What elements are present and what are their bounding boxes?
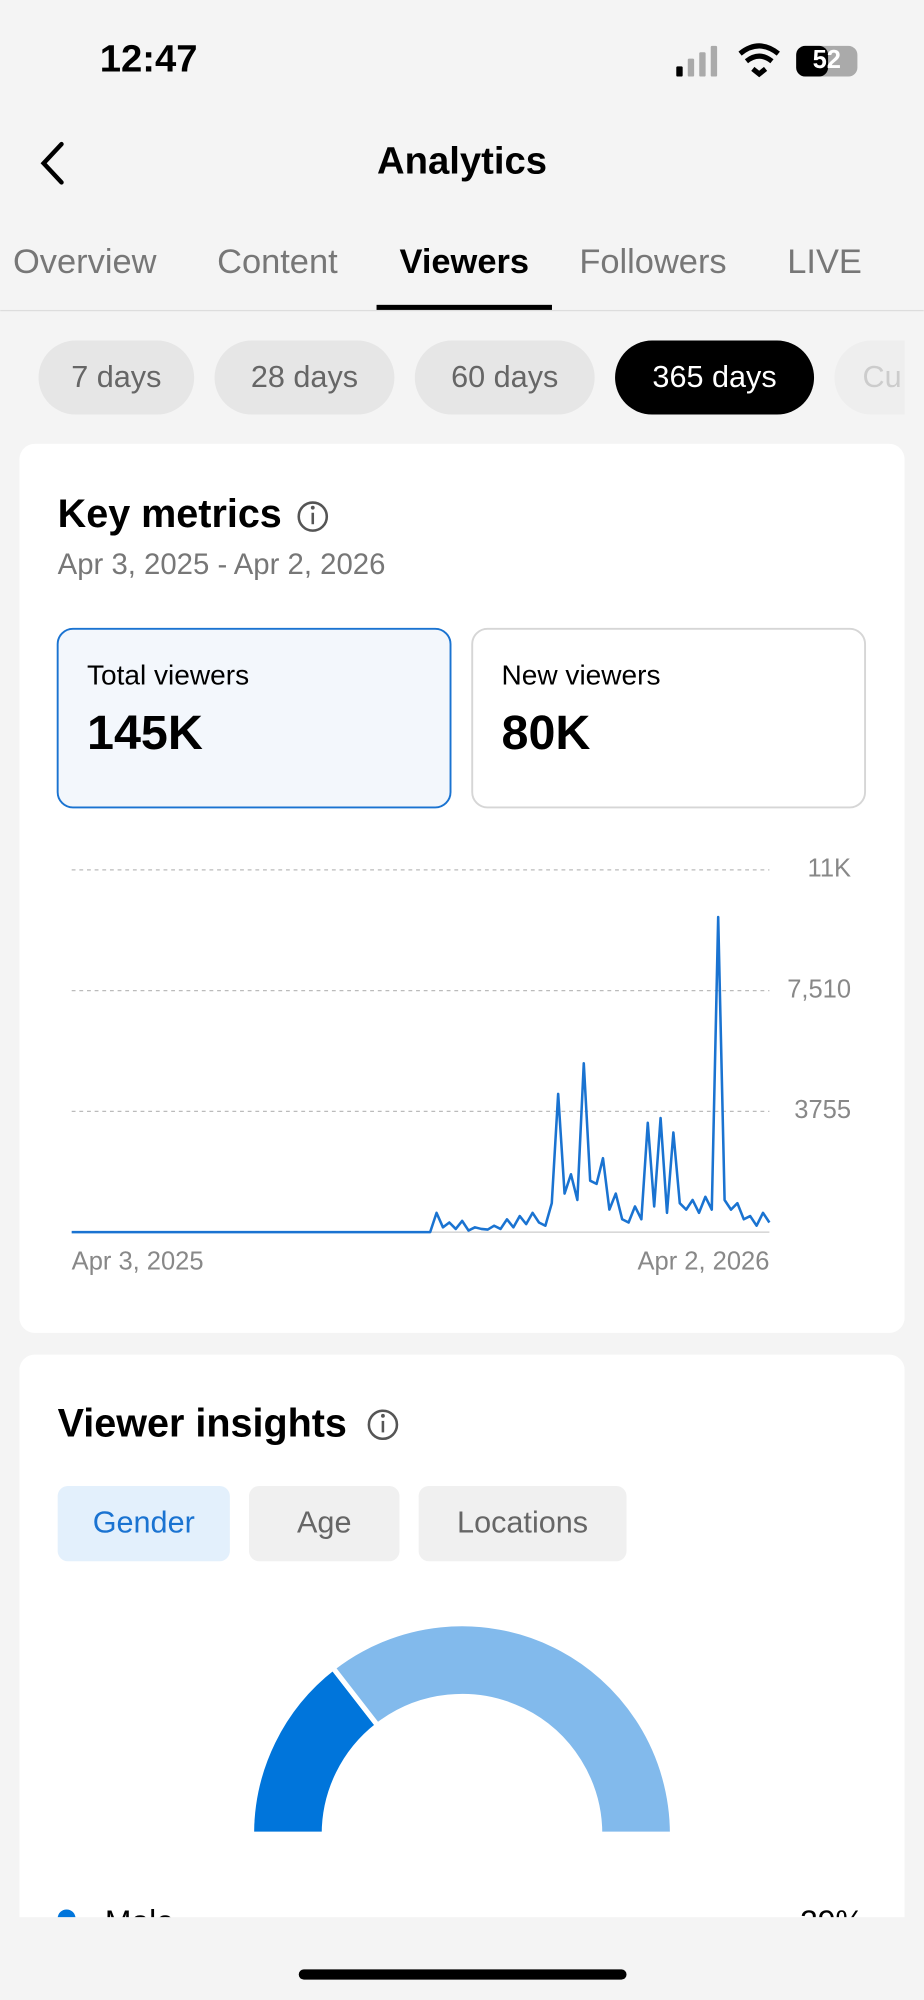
period-chip[interactable] (414, 340, 595, 415)
filter-chip[interactable] (418, 1485, 627, 1562)
metric-card[interactable] (471, 627, 867, 809)
legend-label: Male (105, 1903, 174, 1939)
legend-value: 29% (800, 1903, 864, 1939)
info-icon[interactable] (367, 1409, 399, 1441)
y-tick-label: 3755 (794, 1096, 851, 1124)
viewer-insights-title: Viewer insights (58, 1401, 347, 1445)
line-chart: 3755 7,510 11K Apr 3, 2025 Apr 2, 2026 (71, 855, 851, 1275)
status-time: 12:47 (100, 37, 198, 80)
legend-dot (57, 1909, 76, 1918)
date-range: Apr 3, 2025 - Apr 2, 2026 (58, 548, 386, 581)
period-chip[interactable] (38, 340, 195, 415)
x-tick-label: Apr 3, 2025 (72, 1247, 204, 1275)
tab[interactable]: Viewers (399, 243, 529, 281)
battery-level (796, 45, 829, 77)
metric-value: 145K (87, 706, 203, 760)
period-chips: 7 days 28 days 60 days 365 days Cu (38, 340, 924, 415)
filter-chip[interactable] (248, 1485, 400, 1562)
x-tick-label: Apr 2, 2026 (638, 1247, 770, 1275)
metric-label: Total viewers (87, 660, 249, 691)
period-label: 365 days (652, 360, 776, 394)
y-tick-label: 7,510 (787, 975, 851, 1003)
tabs: Overview Content Viewers Followers LIVE (13, 243, 862, 310)
pie-segment (329, 1621, 676, 1837)
period-chip[interactable] (214, 340, 395, 415)
home-indicator (298, 1969, 627, 1980)
insights-section: Viewer insights Gender Age Locations Male 2… (19, 1354, 905, 1939)
metric-label: New viewers (502, 660, 661, 691)
period-label: 7 days (71, 360, 161, 394)
tab[interactable]: LIVE (787, 243, 862, 281)
y-tick-label: 11K (808, 855, 851, 883)
wifi (738, 43, 780, 78)
period-label: 60 days (451, 360, 558, 394)
signal (676, 45, 718, 77)
tabs-divider (0, 309, 924, 312)
battery-text: 52 (813, 46, 841, 74)
period-label: 28 days (251, 360, 358, 394)
metric-value: 80K (502, 706, 591, 760)
filter-label: Age (297, 1505, 351, 1539)
metric-card-selected[interactable] (56, 627, 452, 809)
filter-label: Gender (93, 1505, 195, 1539)
period-label: Cu (863, 360, 902, 394)
tab[interactable]: Followers (579, 243, 726, 281)
period-chip[interactable] (834, 340, 924, 415)
tab[interactable]: Content (217, 243, 338, 281)
tab[interactable]: Overview (13, 243, 157, 281)
page-title: Analytics (377, 139, 547, 182)
info-icon[interactable] (297, 501, 329, 532)
line-series (71, 915, 771, 1234)
period-chip[interactable] (615, 340, 815, 415)
tab-underline (376, 304, 552, 310)
filter-label: Locations (457, 1505, 588, 1539)
filter-chip[interactable] (57, 1485, 230, 1562)
gender-chart: Male 29% (57, 1621, 864, 1939)
back-button[interactable] (40, 141, 64, 185)
key-metrics-title: Key metrics (58, 492, 282, 536)
filters: Gender Age Locations (57, 1485, 627, 1562)
